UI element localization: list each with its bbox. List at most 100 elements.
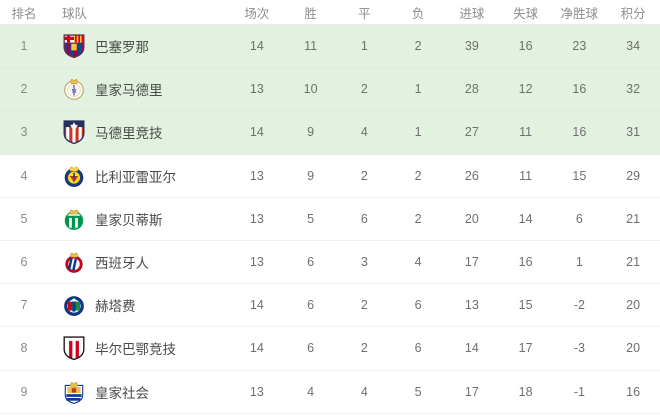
cell-played: 13 — [249, 211, 264, 226]
cell-played: 14 — [249, 298, 264, 313]
cell-team[interactable]: 皇家贝蒂斯 — [48, 207, 230, 231]
cell-won: 4 — [307, 384, 315, 399]
crest-shape — [64, 209, 84, 230]
cell-lost: 5 — [414, 384, 422, 399]
cell-points: 20 — [626, 298, 641, 313]
cell-team[interactable]: 巴塞罗那 — [48, 34, 230, 59]
cell-played: 13 — [249, 82, 264, 97]
table-row[interactable]: 4 比利亚雷亚尔 13 9 2 2 26 11 15 29 — [0, 154, 660, 198]
cell-team[interactable]: M 皇家马德里 — [48, 77, 230, 101]
cell-lost: 4 — [414, 255, 422, 270]
header-goals-for: 进球 — [459, 6, 485, 21]
cell-rank: 5 — [20, 211, 28, 226]
cell-points: 32 — [626, 82, 641, 97]
cell-drawn: 4 — [360, 125, 368, 140]
cell-goal-diff: 16 — [572, 125, 587, 140]
cell-points: 21 — [626, 255, 641, 270]
table-row[interactable]: 8 毕尔巴鄂竞技 14 6 2 6 14 17 -3 20 — [0, 327, 660, 371]
cell-rank: 6 — [20, 255, 28, 270]
header-drawn: 平 — [358, 6, 371, 21]
cell-team[interactable]: 毕尔巴鄂竞技 — [48, 336, 230, 361]
cell-goal-diff: 16 — [572, 82, 587, 97]
cell-lost: 1 — [414, 125, 422, 140]
cell-rank: 4 — [20, 168, 28, 183]
cell-goal-diff: 15 — [572, 168, 587, 183]
cell-lost: 6 — [414, 298, 422, 313]
team-name: 马德里竞技 — [95, 126, 163, 142]
athletic-crest — [62, 336, 95, 361]
team-name: 西班牙人 — [95, 256, 149, 272]
real-madrid-crest: M — [62, 77, 95, 101]
cell-goals-against: 11 — [519, 125, 533, 140]
cell-goals-against: 15 — [518, 298, 533, 313]
cell-team[interactable]: 比利亚雷亚尔 — [48, 164, 230, 188]
cell-goals-against: 16 — [518, 255, 533, 270]
table-row[interactable]: 5 皇家贝蒂斯 13 5 6 2 20 14 6 21 — [0, 197, 660, 241]
espanyol-crest — [62, 250, 95, 274]
team-name: 赫塔费 — [95, 299, 136, 315]
table-row[interactable]: 2 M 皇家马德里 13 10 2 1 28 12 16 32 — [0, 68, 660, 112]
cell-drawn: 3 — [360, 255, 368, 270]
cell-played: 14 — [249, 341, 264, 356]
table-row[interactable]: 6 西班牙人 13 6 3 4 17 16 1 21 — [0, 240, 660, 285]
cell-points: 29 — [626, 168, 641, 183]
team-name: 皇家社会 — [95, 385, 149, 401]
cell-team[interactable]: 赫塔费 — [48, 293, 230, 317]
header-played: 场次 — [244, 6, 270, 21]
team-name: 比利亚雷亚尔 — [95, 169, 176, 185]
cell-points: 31 — [626, 125, 641, 140]
cell-goal-diff: -2 — [573, 298, 585, 313]
table-row[interactable]: 7 赫塔费 14 6 2 6 13 15 -2 20 — [0, 284, 660, 328]
team-name: 皇家贝蒂斯 — [95, 212, 163, 228]
cell-rank: 2 — [20, 82, 28, 97]
real-sociedad-crest — [62, 380, 95, 404]
cell-rank: 1 — [20, 39, 28, 54]
cell-goal-diff: -1 — [573, 384, 585, 399]
cell-points: 34 — [626, 39, 641, 54]
table-header-row: 排名 球队 场次 胜 平 负 进球 失球 净胜球 积分 — [0, 0, 660, 25]
cell-drawn: 2 — [360, 298, 368, 313]
cell-goals-against: 16 — [518, 39, 533, 54]
table-row[interactable]: 9 皇家社会 13 4 4 5 17 18 -1 16 — [0, 370, 660, 414]
cell-rank: 7 — [20, 298, 28, 313]
crest-shape — [64, 296, 84, 317]
cell-goals-for: 14 — [464, 341, 479, 356]
header-rank: 排名 — [11, 6, 37, 21]
cell-rank: 9 — [20, 384, 28, 399]
cell-lost: 6 — [414, 341, 422, 356]
villarreal-crest — [62, 164, 95, 188]
cell-goals-against: 18 — [518, 384, 533, 399]
cell-won: 6 — [307, 298, 315, 313]
table-row[interactable]: 1 巴塞罗那 14 11 1 2 39 16 23 34 — [0, 25, 660, 69]
header-team: 球队 — [62, 6, 88, 21]
cell-won: 5 — [307, 211, 315, 226]
header-lost: 负 — [411, 6, 425, 21]
crest-shape — [63, 120, 85, 145]
cell-played: 14 — [249, 39, 264, 54]
team-name: 毕尔巴鄂竞技 — [95, 342, 176, 358]
cell-lost: 1 — [414, 82, 422, 97]
header-won: 胜 — [304, 6, 317, 21]
cell-goal-diff: 1 — [575, 255, 583, 270]
cell-lost: 2 — [414, 211, 422, 226]
cell-lost: 2 — [414, 168, 422, 183]
cell-team[interactable]: 皇家社会 — [48, 380, 230, 404]
cell-team[interactable]: 马德里竞技 — [48, 120, 230, 145]
cell-points: 16 — [626, 384, 641, 399]
cell-team[interactable]: 西班牙人 — [48, 250, 230, 274]
cell-points: 21 — [626, 211, 641, 226]
cell-goals-for: 27 — [464, 125, 479, 140]
cell-goals-for: 17 — [464, 255, 479, 270]
cell-goal-diff: 23 — [572, 39, 587, 54]
crest-shape — [63, 34, 85, 59]
cell-won: 10 — [303, 82, 318, 97]
cell-won: 9 — [307, 125, 315, 140]
cell-rank: 8 — [20, 341, 28, 356]
cell-drawn: 1 — [360, 39, 368, 54]
cell-goals-for: 17 — [464, 384, 479, 399]
cell-rank: 3 — [20, 125, 28, 140]
crest-shape — [65, 252, 83, 273]
cell-drawn: 6 — [360, 211, 368, 226]
cell-goals-against: 17 — [518, 341, 533, 356]
table-row[interactable]: 3 马德里竞技 14 9 4 1 27 11 16 31 — [0, 111, 660, 155]
